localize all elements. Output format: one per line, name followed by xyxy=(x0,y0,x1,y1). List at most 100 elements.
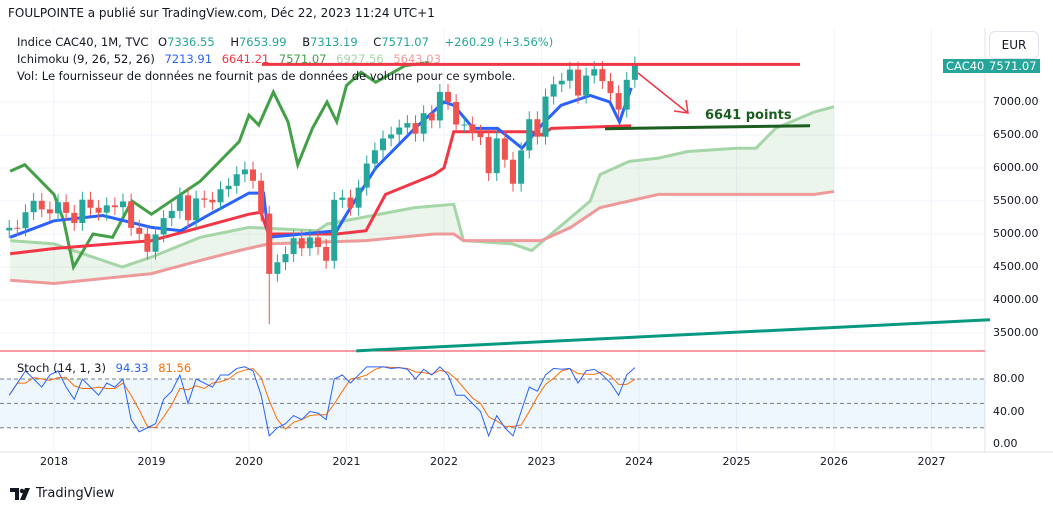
candle-body xyxy=(274,262,281,274)
time-tick: 2023 xyxy=(527,455,556,468)
time-tick: 2027 xyxy=(917,455,946,468)
candle-body xyxy=(282,254,289,263)
candle-body xyxy=(428,113,435,121)
candle-body xyxy=(14,227,21,229)
time-tick: 2025 xyxy=(722,455,751,468)
candle-body xyxy=(290,238,297,255)
candle-body xyxy=(485,137,492,174)
candle-body xyxy=(233,174,240,186)
candle-body xyxy=(217,189,224,203)
open-label: O xyxy=(158,35,168,49)
stoch-tick: 40.00 xyxy=(993,404,1025,418)
candle-body xyxy=(583,75,590,96)
candle-body xyxy=(323,247,330,261)
candle-body xyxy=(120,201,126,208)
price-tick: 5000.00 xyxy=(993,227,1039,240)
candle-body xyxy=(225,185,232,190)
stoch-tick: 0.00 xyxy=(993,437,1018,450)
candle-body xyxy=(534,119,541,137)
candle-body xyxy=(477,132,484,138)
candle-body xyxy=(315,237,321,248)
candle-body xyxy=(461,124,468,126)
candle-body xyxy=(355,187,362,208)
candle-body xyxy=(615,93,622,110)
candle-body xyxy=(631,64,638,80)
tradingview-logo-icon xyxy=(10,487,30,500)
ichimoku-cloud xyxy=(10,106,834,284)
candle-body xyxy=(185,195,191,221)
candle-body xyxy=(176,195,183,211)
price-tick: 6000.00 xyxy=(993,161,1039,174)
stoch-tick: 80.00 xyxy=(993,372,1025,385)
close-label: C xyxy=(373,35,382,49)
candle-body xyxy=(38,200,45,210)
low-value: 7313.19 xyxy=(310,35,358,49)
candle-body xyxy=(71,212,78,223)
candle-body xyxy=(412,123,419,134)
stoch-legend[interactable]: Stoch (14, 1, 3) 94.33 81.56 xyxy=(17,361,197,375)
ichimoku-label: Ichimoku (9, 26, 52, 26) xyxy=(17,52,155,66)
time-tick: 2022 xyxy=(430,455,458,468)
high-value: 7653.99 xyxy=(238,35,287,49)
tenkan-line xyxy=(9,87,633,239)
candle-body xyxy=(193,198,200,221)
candle-body xyxy=(209,199,216,203)
volume-notice: Vol: Le fournisseur de données ne fourni… xyxy=(17,69,516,83)
candle-body xyxy=(558,80,565,85)
stoch-k-value: 94.33 xyxy=(115,361,149,375)
candle-body xyxy=(241,169,248,175)
candle-body xyxy=(306,237,313,249)
candle-body xyxy=(623,79,630,110)
candle-body xyxy=(526,119,533,151)
candle-body xyxy=(55,202,61,214)
price-tick: 6500.00 xyxy=(993,128,1039,141)
candle-body xyxy=(63,202,70,213)
candle-body xyxy=(371,150,378,164)
last-price-tag: 7571.07 xyxy=(986,59,1040,73)
candle-body xyxy=(144,233,151,252)
tradingview-logo[interactable]: TradingView xyxy=(10,486,115,501)
candle-body xyxy=(30,200,37,213)
publish-header: FOULPOINTE a publié sur TradingView.com,… xyxy=(8,6,435,20)
symbol-label: Indice CAC40, 1M, TVC xyxy=(17,35,149,49)
chikou-value: 7571.07 xyxy=(278,52,327,66)
candle-body xyxy=(95,207,102,213)
candle-body xyxy=(436,91,443,121)
candle-body xyxy=(380,138,386,151)
candle-body xyxy=(510,159,516,184)
tenkan-value: 7213.91 xyxy=(164,52,213,66)
candle-body xyxy=(331,199,338,261)
currency-button[interactable]: EUR xyxy=(989,31,1039,59)
stoch-d-value: 81.56 xyxy=(158,361,192,375)
span-a-line xyxy=(10,105,835,269)
candle-body xyxy=(518,150,525,184)
candle-body xyxy=(128,201,135,228)
candle-body xyxy=(591,69,598,76)
candle-body xyxy=(445,91,451,102)
candle-body xyxy=(152,234,159,252)
change-value: +260.29 (+3.56%) xyxy=(444,35,554,49)
candle-body xyxy=(160,218,167,235)
candle-body xyxy=(339,197,346,200)
span-a-value: 6927.56 xyxy=(336,52,384,66)
price-tick: 3500.00 xyxy=(993,326,1039,339)
stoch-label: Stoch (14, 1, 3) xyxy=(17,361,106,375)
arrow-icon xyxy=(637,72,689,114)
price-tick: 4000.00 xyxy=(993,293,1039,306)
stoch-k-line xyxy=(8,366,636,438)
candle-body xyxy=(250,169,256,181)
low-label: B xyxy=(302,35,311,49)
candle-body xyxy=(607,81,614,94)
open-value: 7336.55 xyxy=(167,35,215,49)
candle-body xyxy=(266,213,273,274)
time-tick: 2021 xyxy=(332,455,361,468)
ichimoku-legend[interactable]: Ichimoku (9, 26, 52, 26) 7213.91 6641.21… xyxy=(17,52,447,66)
candle-body xyxy=(79,199,86,223)
candle-body xyxy=(550,84,557,97)
candle-body xyxy=(298,238,305,249)
trend-line xyxy=(356,318,991,353)
candle-body xyxy=(347,197,354,208)
candle-body xyxy=(111,205,118,208)
span-b-line xyxy=(10,190,835,286)
